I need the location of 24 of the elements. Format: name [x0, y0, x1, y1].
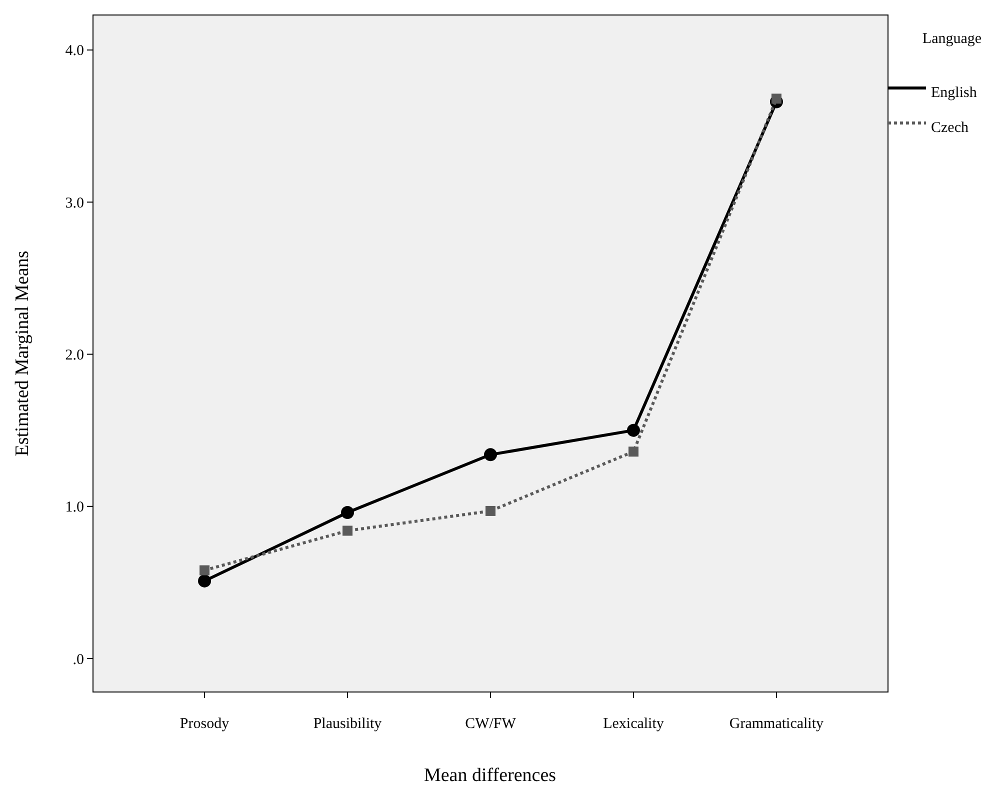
x-tick-label: Prosody	[180, 716, 230, 732]
point	[484, 448, 497, 462]
x-tick-label: Grammaticality	[729, 716, 824, 732]
x-axis-title: Mean differences	[424, 765, 556, 786]
point	[342, 526, 353, 536]
y-tick-label: 2.0	[65, 348, 84, 364]
y-tick-label: 3.0	[65, 195, 84, 212]
x-tick-label: Plausibility	[313, 716, 382, 732]
point	[626, 424, 640, 437]
y-axis-title: Estimated Marginal Means	[12, 250, 33, 456]
point	[198, 574, 212, 588]
legend-label: Czech	[931, 120, 969, 136]
x-tick-label: Lexicality	[603, 716, 664, 732]
point	[486, 506, 496, 516]
point	[628, 446, 638, 457]
legend-title: Language	[922, 31, 982, 47]
x-tick-label: CW/FW	[465, 716, 517, 732]
legend-label: English	[931, 85, 978, 101]
y-tick-label: .0	[72, 652, 84, 668]
point	[200, 565, 210, 576]
point	[771, 94, 782, 104]
y-tick-label: 1.0	[65, 500, 84, 516]
point	[341, 506, 354, 519]
y-tick-label: 4.0	[65, 43, 84, 60]
